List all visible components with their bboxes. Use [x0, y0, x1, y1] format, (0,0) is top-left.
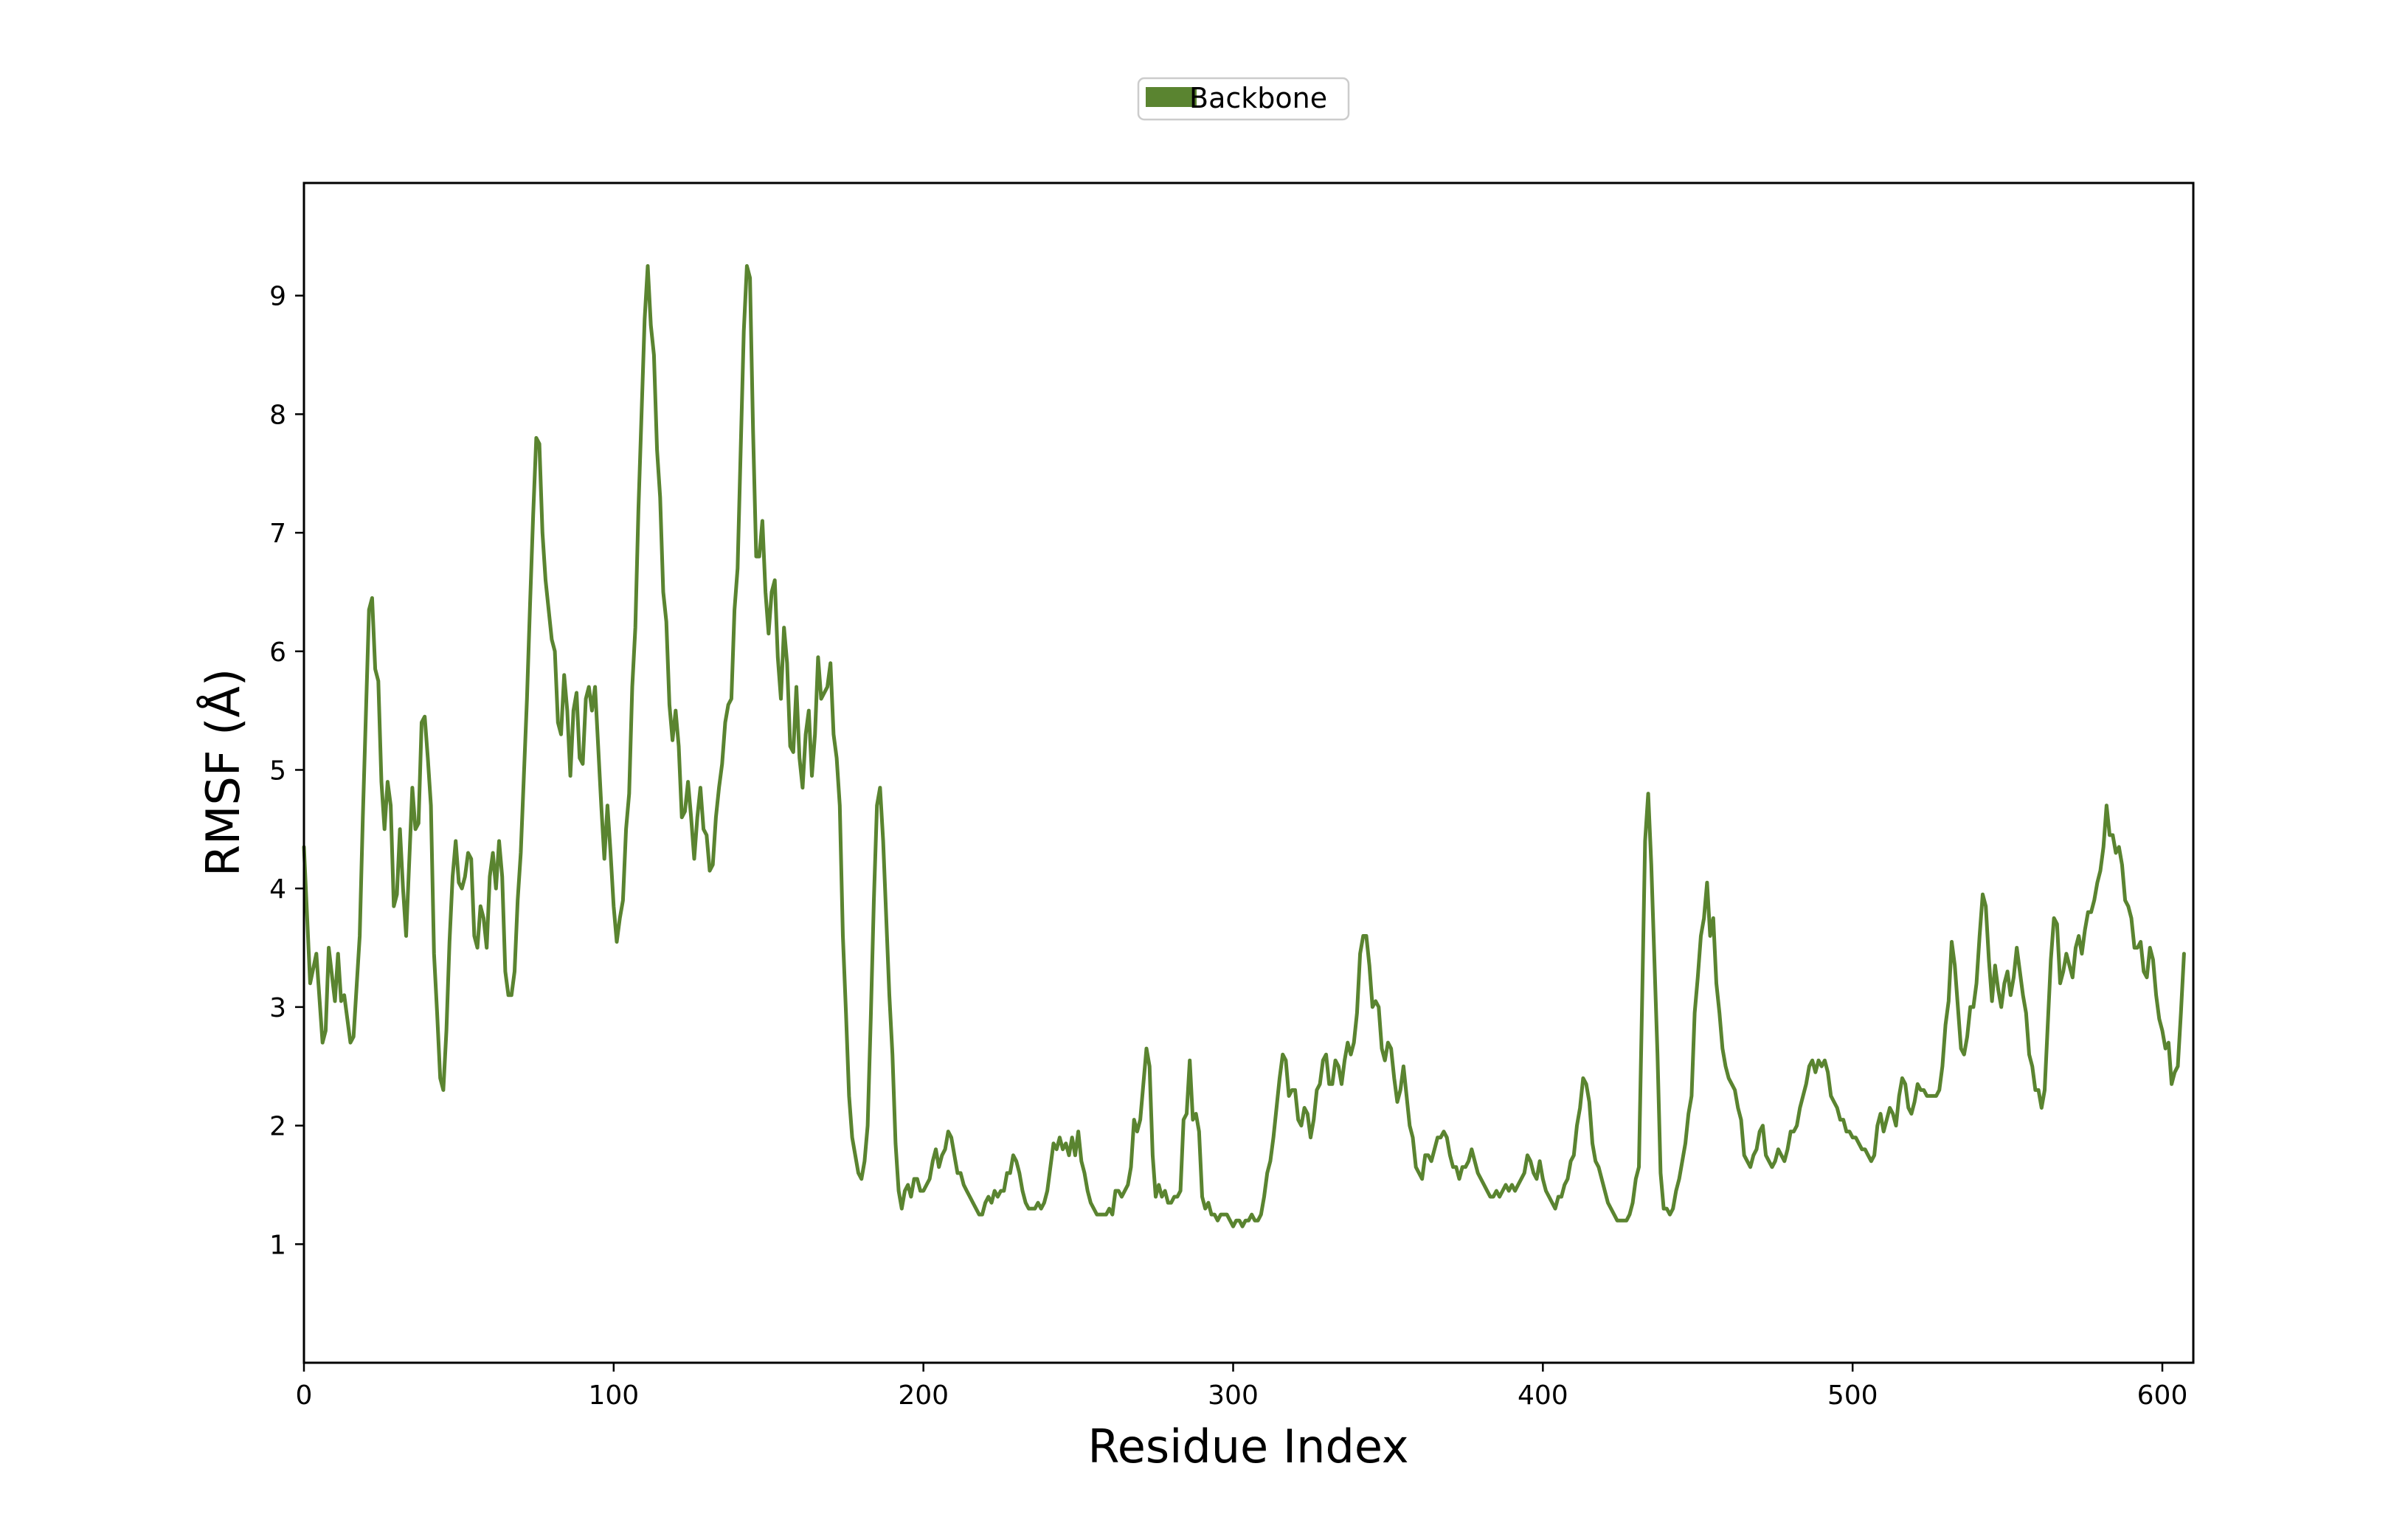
x-tick-label: 200 [898, 1380, 949, 1411]
x-tick-label: 100 [588, 1380, 639, 1411]
y-tick-label: 4 [269, 874, 286, 905]
legend-label-backbone: Backbone [1189, 82, 1327, 114]
x-tick-label: 300 [1208, 1380, 1259, 1411]
y-tick-label: 3 [269, 993, 286, 1023]
x-tick-label: 600 [2137, 1380, 2188, 1411]
plot-area-frame [302, 182, 2195, 1364]
series-line-backbone [302, 264, 2186, 1228]
y-tick-label: 2 [269, 1112, 286, 1142]
y-tick-label: 6 [269, 637, 286, 668]
x-tick-label: 400 [1518, 1380, 1568, 1411]
x-axis-ticks: 0 100 200 300 400 500 600 [296, 1363, 2188, 1411]
y-tick-label: 7 [269, 519, 286, 549]
y-tick-label: 9 [269, 282, 286, 312]
legend: Backbone [1137, 77, 1350, 121]
y-axis-label: RMSF (Å) [196, 668, 250, 877]
y-tick-label: 1 [269, 1230, 286, 1260]
legend-swatch-backbone [1146, 87, 1197, 107]
y-tick-label: 8 [269, 400, 286, 430]
x-tick-label: 500 [1827, 1380, 1878, 1411]
x-tick-label: 0 [296, 1380, 313, 1411]
y-tick-label: 5 [269, 756, 286, 786]
x-axis-label: Residue Index [1087, 1420, 1408, 1473]
y-axis-ticks: 1 2 3 4 5 6 7 8 9 [269, 282, 304, 1260]
